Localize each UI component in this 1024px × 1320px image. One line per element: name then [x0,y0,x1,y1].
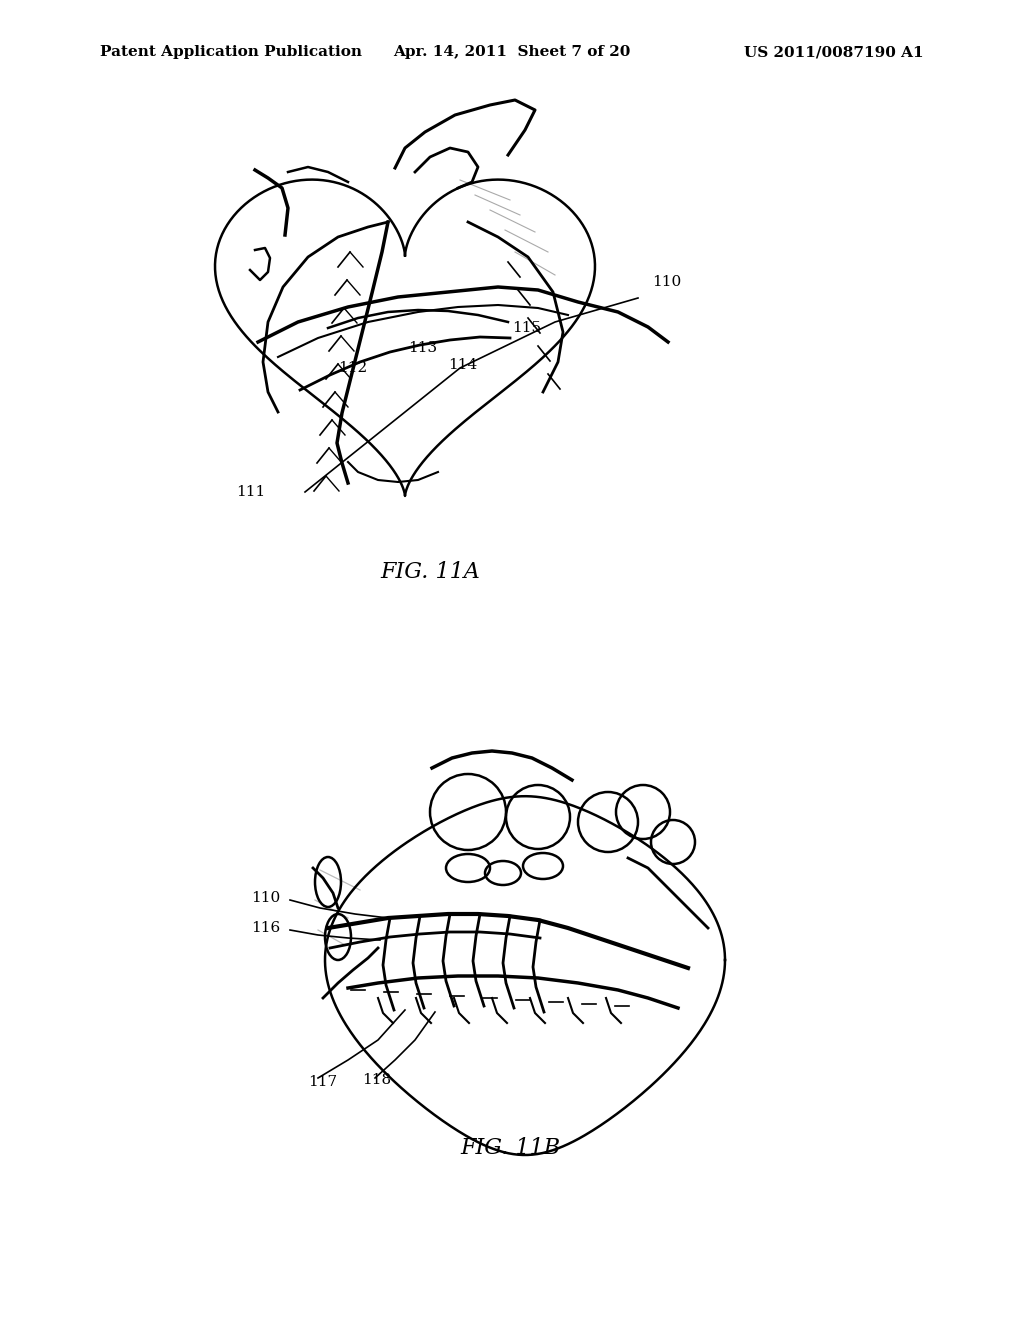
Text: 112: 112 [338,360,368,375]
Text: FIG. 11B: FIG. 11B [460,1137,560,1159]
Text: 118: 118 [362,1073,391,1086]
Text: Apr. 14, 2011  Sheet 7 of 20: Apr. 14, 2011 Sheet 7 of 20 [393,45,631,59]
Text: US 2011/0087190 A1: US 2011/0087190 A1 [744,45,924,59]
Text: 116: 116 [251,921,280,935]
Text: 110: 110 [251,891,280,906]
Text: FIG. 11A: FIG. 11A [380,561,480,583]
Text: 111: 111 [236,484,265,499]
Text: Patent Application Publication: Patent Application Publication [100,45,362,59]
Text: 114: 114 [449,358,477,372]
Text: 113: 113 [408,341,437,355]
Text: 110: 110 [652,275,681,289]
Text: 115: 115 [512,321,541,335]
Text: 117: 117 [308,1074,337,1089]
